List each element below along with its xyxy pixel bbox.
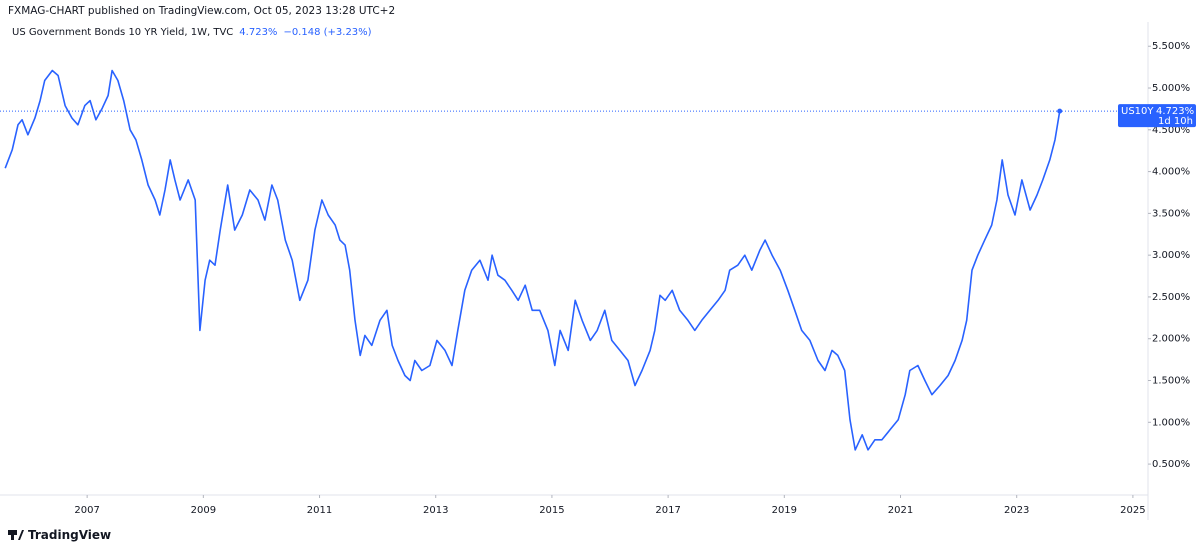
y-tick-label: 1.500% bbox=[1152, 376, 1190, 387]
y-tick-label: 3.000% bbox=[1152, 250, 1190, 261]
x-tick-label: 2021 bbox=[888, 505, 913, 516]
y-tick-label: 4.500% bbox=[1152, 125, 1190, 136]
x-tick-label: 2013 bbox=[423, 505, 448, 516]
symbol-title: US Government Bonds 10 YR Yield, 1W, TVC bbox=[12, 27, 234, 38]
yield-line bbox=[4, 69, 1061, 451]
x-tick-label: 2011 bbox=[307, 505, 332, 516]
legend: US Government Bonds 10 YR Yield, 1W, TVC… bbox=[12, 27, 372, 38]
y-tick-label: 4.000% bbox=[1152, 167, 1190, 178]
y-tick-label: 1.000% bbox=[1152, 417, 1190, 428]
x-tick-label: 2007 bbox=[74, 505, 99, 516]
legend-change: −0.148 (+3.23%) bbox=[283, 27, 372, 38]
price-label-box bbox=[1118, 104, 1196, 128]
y-tick-label: 5.500% bbox=[1152, 41, 1190, 52]
x-tick-label: 2017 bbox=[655, 505, 680, 516]
y-tick-label: 3.500% bbox=[1152, 208, 1190, 219]
x-tick-label: 2019 bbox=[772, 505, 797, 516]
price-label-value: 4.723% bbox=[1156, 106, 1194, 117]
y-tick-label: 0.500% bbox=[1152, 459, 1190, 470]
x-tick-label: 2009 bbox=[191, 505, 216, 516]
x-tick-label: 2015 bbox=[539, 505, 564, 516]
brand: TradingView bbox=[28, 528, 112, 542]
y-tick-label: 2.000% bbox=[1152, 334, 1190, 345]
x-tick-label: 2025 bbox=[1120, 505, 1145, 516]
y-tick-label: 2.500% bbox=[1152, 292, 1190, 303]
x-tick-label: 2023 bbox=[1004, 505, 1029, 516]
price-label-symbol: US10Y bbox=[1121, 106, 1154, 117]
y-tick-label: 5.000% bbox=[1152, 83, 1190, 94]
legend-price: 4.723% bbox=[239, 27, 278, 38]
published-note: FXMAG-CHART published on TradingView.com… bbox=[8, 5, 396, 17]
price-label-countdown: 1d 10h bbox=[1158, 116, 1193, 127]
brand-logo bbox=[8, 530, 24, 540]
